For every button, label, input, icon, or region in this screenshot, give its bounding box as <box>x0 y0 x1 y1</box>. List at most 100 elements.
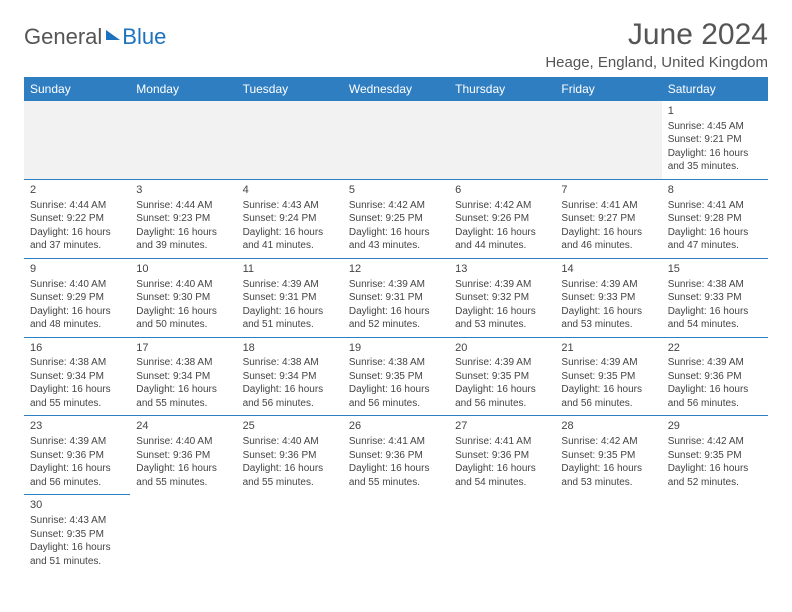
sunset: Sunset: 9:30 PM <box>136 291 230 305</box>
sunset: Sunset: 9:36 PM <box>30 449 124 463</box>
daylight-1: Daylight: 16 hours <box>455 383 549 397</box>
daylight-1: Daylight: 16 hours <box>136 383 230 397</box>
daylight-2: and 53 minutes. <box>561 476 655 490</box>
day-cell: 10Sunrise: 4:40 AMSunset: 9:30 PMDayligh… <box>130 258 236 337</box>
daylight-2: and 50 minutes. <box>136 318 230 332</box>
title-block: June 2024 Heage, England, United Kingdom <box>545 18 768 71</box>
daylight-1: Daylight: 16 hours <box>136 305 230 319</box>
daylight-2: and 55 minutes. <box>136 397 230 411</box>
sunset: Sunset: 9:23 PM <box>136 212 230 226</box>
sunrise: Sunrise: 4:43 AM <box>243 199 337 213</box>
daylight-1: Daylight: 16 hours <box>136 226 230 240</box>
day-number: 6 <box>455 183 549 198</box>
day-number: 9 <box>30 262 124 277</box>
day-cell <box>343 495 449 573</box>
day-number: 29 <box>668 419 762 434</box>
daylight-1: Daylight: 16 hours <box>668 226 762 240</box>
sunrise: Sunrise: 4:41 AM <box>668 199 762 213</box>
daylight-2: and 55 minutes. <box>349 476 443 490</box>
day-number: 5 <box>349 183 443 198</box>
daylight-1: Daylight: 16 hours <box>30 383 124 397</box>
day-number: 26 <box>349 419 443 434</box>
daylight-2: and 51 minutes. <box>30 555 124 569</box>
daylight-2: and 47 minutes. <box>668 239 762 253</box>
daylight-1: Daylight: 16 hours <box>668 305 762 319</box>
day-cell: 21Sunrise: 4:39 AMSunset: 9:35 PMDayligh… <box>555 337 661 416</box>
sunset: Sunset: 9:32 PM <box>455 291 549 305</box>
sunset: Sunset: 9:22 PM <box>30 212 124 226</box>
sunrise: Sunrise: 4:40 AM <box>30 278 124 292</box>
sunrise: Sunrise: 4:39 AM <box>668 356 762 370</box>
daylight-1: Daylight: 16 hours <box>136 462 230 476</box>
daylight-1: Daylight: 16 hours <box>349 305 443 319</box>
daylight-2: and 55 minutes. <box>136 476 230 490</box>
logo-text-general: General <box>24 24 102 50</box>
sunrise: Sunrise: 4:42 AM <box>561 435 655 449</box>
day-cell: 27Sunrise: 4:41 AMSunset: 9:36 PMDayligh… <box>449 416 555 495</box>
daylight-1: Daylight: 16 hours <box>668 147 762 161</box>
day-number: 1 <box>668 104 762 119</box>
sunrise: Sunrise: 4:40 AM <box>243 435 337 449</box>
sunset: Sunset: 9:36 PM <box>455 449 549 463</box>
day-cell: 11Sunrise: 4:39 AMSunset: 9:31 PMDayligh… <box>237 258 343 337</box>
col-friday: Friday <box>555 77 661 101</box>
daylight-2: and 37 minutes. <box>30 239 124 253</box>
daylight-1: Daylight: 16 hours <box>561 383 655 397</box>
sunset: Sunset: 9:33 PM <box>668 291 762 305</box>
sunset: Sunset: 9:35 PM <box>349 370 443 384</box>
day-number: 7 <box>561 183 655 198</box>
daylight-2: and 53 minutes. <box>455 318 549 332</box>
day-cell: 23Sunrise: 4:39 AMSunset: 9:36 PMDayligh… <box>24 416 130 495</box>
daylight-1: Daylight: 16 hours <box>561 305 655 319</box>
sunset: Sunset: 9:28 PM <box>668 212 762 226</box>
flag-icon <box>106 30 120 40</box>
daylight-1: Daylight: 16 hours <box>30 305 124 319</box>
day-cell: 3Sunrise: 4:44 AMSunset: 9:23 PMDaylight… <box>130 179 236 258</box>
col-wednesday: Wednesday <box>343 77 449 101</box>
day-cell <box>555 495 661 573</box>
day-number: 21 <box>561 341 655 356</box>
day-cell: 8Sunrise: 4:41 AMSunset: 9:28 PMDaylight… <box>662 179 768 258</box>
week-row: 9Sunrise: 4:40 AMSunset: 9:29 PMDaylight… <box>24 258 768 337</box>
day-cell <box>555 101 661 179</box>
sunrise: Sunrise: 4:39 AM <box>455 356 549 370</box>
day-number: 12 <box>349 262 443 277</box>
day-number: 19 <box>349 341 443 356</box>
sunset: Sunset: 9:27 PM <box>561 212 655 226</box>
sunset: Sunset: 9:36 PM <box>136 449 230 463</box>
daylight-2: and 56 minutes. <box>668 397 762 411</box>
location: Heage, England, United Kingdom <box>545 54 768 71</box>
sunset: Sunset: 9:31 PM <box>243 291 337 305</box>
header: General Blue June 2024 Heage, England, U… <box>24 18 768 71</box>
sunrise: Sunrise: 4:42 AM <box>349 199 443 213</box>
day-cell: 18Sunrise: 4:38 AMSunset: 9:34 PMDayligh… <box>237 337 343 416</box>
sunrise: Sunrise: 4:39 AM <box>349 278 443 292</box>
day-number: 4 <box>243 183 337 198</box>
logo-text-blue: Blue <box>122 24 166 50</box>
daylight-2: and 35 minutes. <box>668 160 762 174</box>
day-cell: 9Sunrise: 4:40 AMSunset: 9:29 PMDaylight… <box>24 258 130 337</box>
daylight-1: Daylight: 16 hours <box>455 226 549 240</box>
sunset: Sunset: 9:36 PM <box>243 449 337 463</box>
day-cell: 24Sunrise: 4:40 AMSunset: 9:36 PMDayligh… <box>130 416 236 495</box>
day-number: 10 <box>136 262 230 277</box>
sunset: Sunset: 9:35 PM <box>30 528 124 542</box>
logo: General Blue <box>24 18 166 50</box>
sunrise: Sunrise: 4:42 AM <box>668 435 762 449</box>
daylight-1: Daylight: 16 hours <box>30 226 124 240</box>
sunset: Sunset: 9:26 PM <box>455 212 549 226</box>
day-cell: 1Sunrise: 4:45 AMSunset: 9:21 PMDaylight… <box>662 101 768 179</box>
sunset: Sunset: 9:34 PM <box>243 370 337 384</box>
day-number: 22 <box>668 341 762 356</box>
sunset: Sunset: 9:31 PM <box>349 291 443 305</box>
sunrise: Sunrise: 4:38 AM <box>243 356 337 370</box>
day-cell <box>449 101 555 179</box>
day-cell: 29Sunrise: 4:42 AMSunset: 9:35 PMDayligh… <box>662 416 768 495</box>
sunset: Sunset: 9:25 PM <box>349 212 443 226</box>
day-cell: 30Sunrise: 4:43 AMSunset: 9:35 PMDayligh… <box>24 495 130 573</box>
daylight-1: Daylight: 16 hours <box>349 462 443 476</box>
day-cell <box>237 495 343 573</box>
daylight-2: and 56 minutes. <box>561 397 655 411</box>
day-cell: 15Sunrise: 4:38 AMSunset: 9:33 PMDayligh… <box>662 258 768 337</box>
daylight-2: and 41 minutes. <box>243 239 337 253</box>
